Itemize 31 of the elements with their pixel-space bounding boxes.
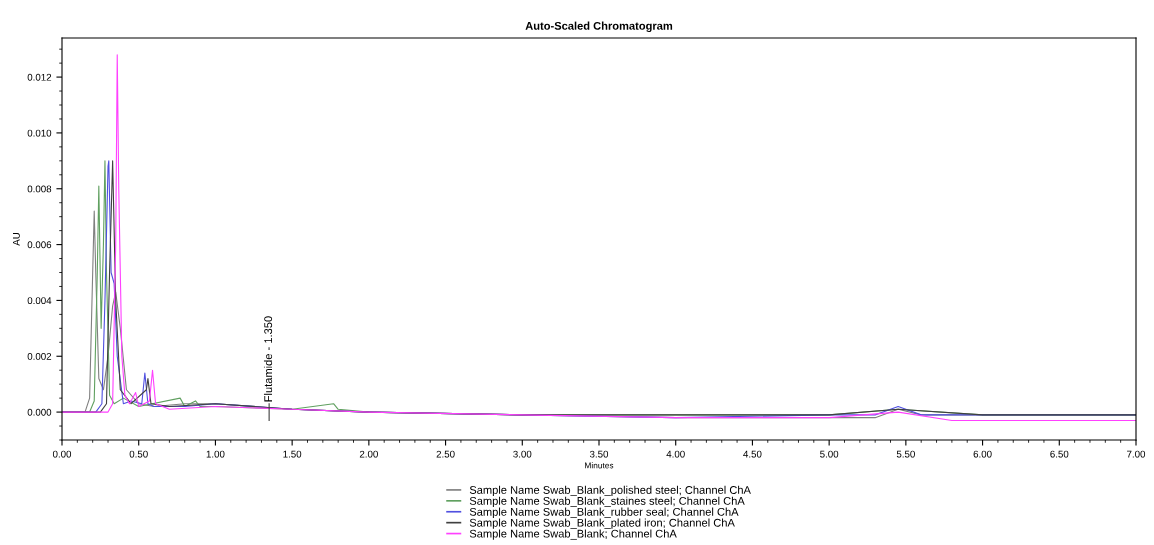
x-tick-label: 6.50 <box>1050 450 1069 458</box>
annotation: Flutamide - 1.350 <box>263 316 273 402</box>
chart-title: Auto-Scaled Chromatogram <box>525 21 673 33</box>
x-tick-label: 4.50 <box>743 450 762 458</box>
legend-label: Sample Name Swab_Blank; Channel ChA <box>469 529 677 540</box>
y-tick-label: 0.006 <box>27 241 52 249</box>
x-tick-label: 1.50 <box>283 450 302 458</box>
x-tick-label: 5.50 <box>896 450 915 458</box>
legend-label: Sample Name Swab_Blank_polished steel; Channel ChA <box>469 485 751 497</box>
x-tick-label: 3.50 <box>589 450 609 458</box>
x-axis-title: Minutes <box>585 462 614 469</box>
y-tick-label: 0.008 <box>27 185 52 193</box>
x-tick-label: 3.00 <box>513 450 532 458</box>
x-tick-label: 2.00 <box>359 450 378 458</box>
y-tick-label: 0.000 <box>27 408 52 416</box>
x-tick-label: 6.00 <box>973 450 992 458</box>
x-tick-label: 0.00 <box>52 450 72 458</box>
x-tick-label: 0.50 <box>129 450 148 458</box>
x-tick-label: 7.00 <box>1127 450 1146 458</box>
x-tick-label: 2.50 <box>436 450 455 458</box>
y-tick-label: 0.012 <box>27 73 52 81</box>
y-tick-label: 0.002 <box>27 352 52 360</box>
legend-label: Sample Name Swab_Blank_staines steel; Channel ChA <box>469 496 745 508</box>
y-tick-label: 0.010 <box>27 129 52 137</box>
legend-label: Sample Name Swab_Blank_rubber seal; Channel ChA <box>469 507 739 518</box>
x-tick-label: 5.00 <box>820 450 839 458</box>
y-axis-title: AU <box>13 233 20 246</box>
x-tick-label: 4.00 <box>666 450 685 458</box>
y-tick-label: 0.004 <box>27 297 52 305</box>
x-tick-label: 1.00 <box>206 450 225 458</box>
legend-label: Sample Name Swab_Blank_plated iron; Channel ChA <box>469 518 735 529</box>
